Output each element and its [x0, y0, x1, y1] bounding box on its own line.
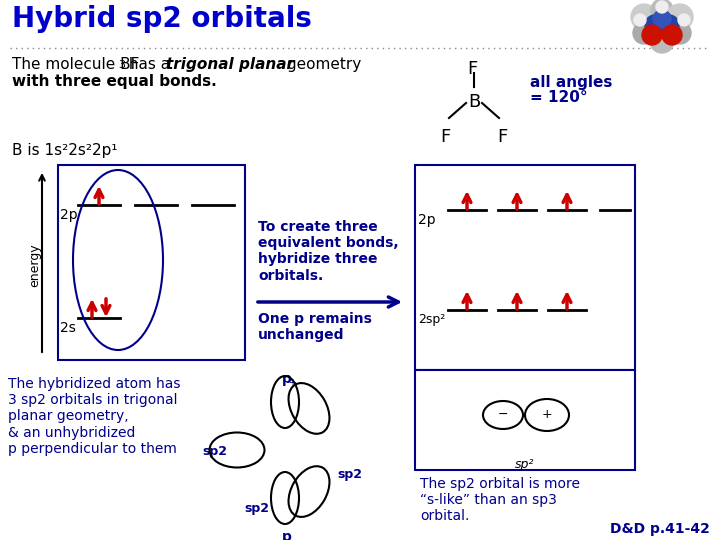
Circle shape [645, 15, 665, 35]
Text: 2sp²: 2sp² [418, 313, 445, 326]
Text: Hybrid sp2 orbitals: Hybrid sp2 orbitals [12, 5, 312, 33]
Text: F: F [440, 128, 450, 146]
Text: p: p [282, 372, 292, 386]
Text: all angles: all angles [530, 75, 613, 90]
Circle shape [633, 22, 655, 44]
Text: 2s: 2s [60, 321, 76, 335]
Text: +: + [288, 378, 296, 388]
Text: has a: has a [124, 57, 175, 72]
Text: B is 1s²2s²2p¹: B is 1s²2s²2p¹ [12, 143, 117, 158]
Bar [415, 370, 635, 470]
Circle shape [656, 1, 668, 13]
Circle shape [669, 22, 691, 44]
Text: To create three
equivalent bonds,
hybridize three
orbitals.: To create three equivalent bonds, hybrid… [258, 220, 399, 282]
Text: geometry: geometry [282, 57, 361, 72]
Text: 2p: 2p [60, 208, 78, 222]
Text: sp2: sp2 [245, 502, 269, 515]
Text: One p remains
unchanged: One p remains unchanged [258, 312, 372, 342]
Bar [415, 165, 635, 370]
Text: F: F [467, 60, 477, 78]
Text: B: B [468, 93, 480, 111]
Text: The sp2 orbital is more
“s-like” than an sp3
orbital.: The sp2 orbital is more “s-like” than an… [420, 477, 580, 523]
Text: The molecule BF: The molecule BF [12, 57, 140, 72]
Text: 3: 3 [118, 60, 125, 70]
Text: −: − [498, 408, 508, 421]
Bar [58, 165, 245, 360]
Circle shape [642, 25, 662, 45]
Text: p: p [282, 530, 292, 540]
Text: sp2: sp2 [338, 468, 362, 481]
Text: −: − [288, 536, 296, 540]
Circle shape [667, 4, 693, 30]
Circle shape [662, 25, 682, 45]
Circle shape [650, 29, 674, 53]
Circle shape [634, 14, 646, 26]
Text: sp2: sp2 [202, 445, 228, 458]
Text: F: F [497, 128, 508, 146]
Text: with three equal bonds.: with three equal bonds. [12, 74, 217, 89]
Text: sp²: sp² [516, 458, 535, 471]
Circle shape [651, 0, 673, 21]
Text: energy: energy [28, 243, 41, 287]
Circle shape [678, 14, 690, 26]
Text: The hybridized atom has
3 sp2 orbitals in trigonal
planar geometry,
& an unhybri: The hybridized atom has 3 sp2 orbitals i… [8, 377, 181, 456]
Text: 2p: 2p [418, 213, 436, 227]
Text: D&D p.41-42: D&D p.41-42 [610, 522, 710, 536]
Text: = 120°: = 120° [530, 90, 588, 105]
Circle shape [653, 10, 671, 28]
Text: trigonal planar: trigonal planar [166, 57, 294, 72]
Text: +: + [541, 408, 552, 421]
Circle shape [631, 4, 657, 30]
Circle shape [659, 15, 679, 35]
